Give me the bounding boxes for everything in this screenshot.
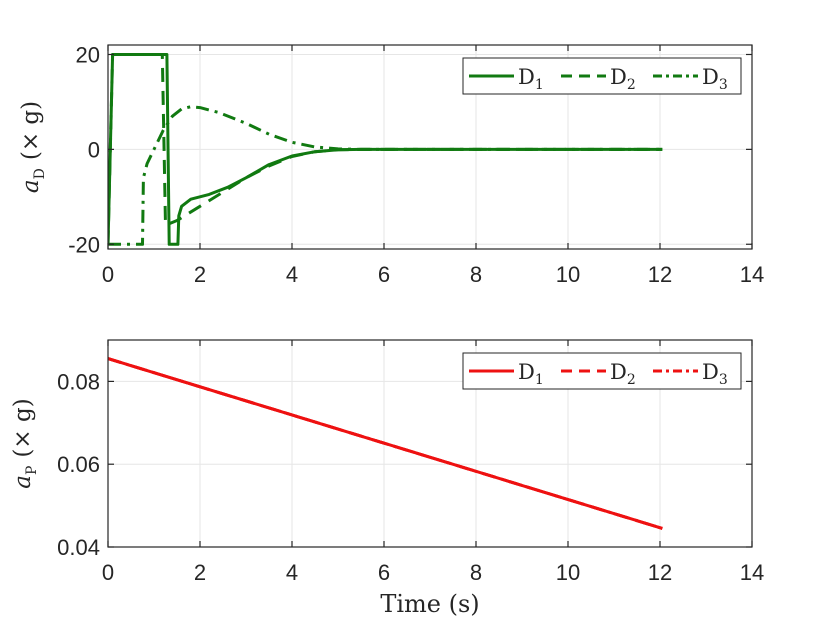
y-tick-label: 0.04 [57, 535, 100, 560]
series-line-D2 [108, 53, 663, 245]
legend-label-main: D [702, 65, 719, 89]
x-tick-label: 2 [194, 262, 206, 287]
legend-label-subscript: 2 [627, 77, 636, 93]
legend-label-main: D [518, 65, 535, 89]
legend-label-D2: D2 [610, 360, 636, 388]
x-tick-label: 8 [470, 262, 482, 287]
legend-label-main: D [610, 65, 627, 89]
x-tick-label: 8 [470, 560, 482, 585]
x-tick-label: 14 [740, 560, 764, 585]
legend-label-main: D [610, 360, 627, 384]
axes-frame [107, 339, 753, 548]
legend-label-D3: D3 [702, 360, 728, 388]
legend-label-subscript: 1 [535, 77, 544, 93]
legend-label-D2: D2 [610, 65, 636, 93]
y-tick-label: 0.08 [57, 369, 100, 394]
y-tick-label: 0 [88, 137, 100, 162]
legend-label-D1: D1 [518, 360, 544, 388]
legend: D1 D2 D3 [462, 57, 742, 95]
x-tick-label: 2 [194, 560, 206, 585]
legend-label-D1: D1 [518, 65, 544, 93]
y-tick-label: 0.06 [57, 452, 100, 477]
y-label-subscript: D [32, 168, 48, 179]
legend: D1 D2 D3 [462, 352, 742, 390]
y-axis-label: aP (× g) [10, 398, 40, 488]
legend-label-D3: D3 [702, 65, 728, 93]
y-label-subscript: P [24, 466, 40, 475]
x-tick-label: 14 [740, 262, 764, 287]
x-tick-label: 0 [102, 560, 114, 585]
series-line-D3 [108, 105, 663, 246]
y-label-unit: (× g) [10, 398, 36, 457]
legend-label-subscript: 3 [719, 77, 728, 93]
legend-label-main: D [518, 360, 535, 384]
x-axis-label: Time (s) [380, 590, 479, 618]
x-tick-label: 12 [648, 560, 672, 585]
y-label-unit: (× g) [18, 101, 44, 160]
y-label-symbol: a [18, 179, 44, 193]
x-tick-label: 10 [556, 262, 580, 287]
y-label-symbol: a [10, 475, 36, 489]
series-group [108, 357, 663, 530]
x-tick-label: 4 [286, 262, 298, 287]
y-tick-label: 20 [76, 42, 100, 67]
x-tick-label: 10 [556, 560, 580, 585]
x-tick-label: 6 [378, 262, 390, 287]
legend-label-subscript: 1 [535, 372, 544, 388]
series-line-D3 [108, 357, 663, 530]
x-tick-label: 0 [102, 262, 114, 287]
y-tick-label: -20 [68, 232, 100, 257]
y-axis-label: aD (× g) [18, 101, 48, 193]
legend-label-main: D [702, 360, 719, 384]
legend-label-subscript: 3 [719, 372, 728, 388]
series-group [108, 53, 663, 246]
x-tick-label: 6 [378, 560, 390, 585]
x-tick-label: 4 [286, 560, 298, 585]
legend-label-subscript: 2 [627, 372, 636, 388]
axes-frame [107, 44, 753, 250]
x-tick-label: 12 [648, 262, 672, 287]
